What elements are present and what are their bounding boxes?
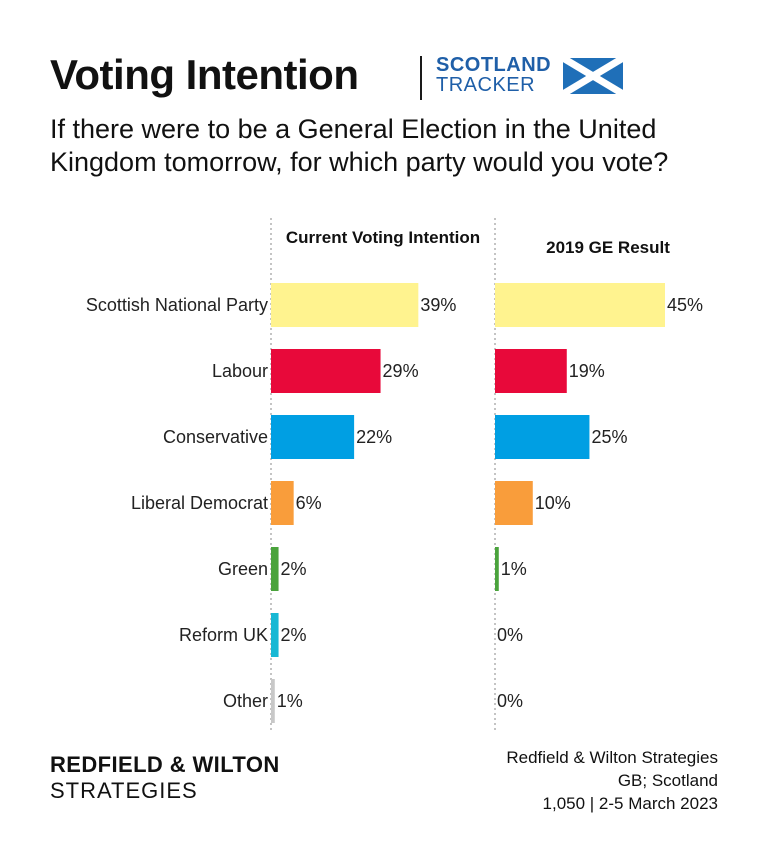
source-line2: GB; Scotland: [617, 771, 718, 790]
bar-s0-1: [271, 349, 381, 393]
data-label-s1-5: 0%: [497, 625, 523, 645]
bar-s1-1: [495, 349, 567, 393]
series-header-2019: 2019 GE Result: [546, 238, 670, 257]
data-label-s1-0: 45%: [667, 295, 703, 315]
tracker-logo: SCOTLAND TRACKER: [436, 55, 551, 95]
title-divider: [420, 56, 422, 100]
category-label: Other: [223, 691, 268, 711]
category-label: Reform UK: [179, 625, 268, 645]
brand-line2: STRATEGIES: [50, 778, 198, 803]
brand-line1: REDFIELD & WILTON: [50, 752, 280, 777]
bar-s0-2: [271, 415, 355, 459]
source-line3: 1,050 | 2-5 March 2023: [542, 794, 718, 813]
source-note: Redfield & Wilton Strategies GB; Scotlan…: [506, 746, 718, 815]
data-label-s0-4: 2%: [281, 559, 307, 579]
bar-s0-6: [271, 679, 275, 723]
bar-s1-0: [495, 283, 665, 327]
data-label-s0-1: 29%: [383, 361, 419, 381]
category-label: Labour: [212, 361, 268, 381]
data-label-s0-3: 6%: [296, 493, 322, 513]
bar-s1-2: [495, 415, 590, 459]
category-label: Conservative: [163, 427, 268, 447]
brand-logo: REDFIELD & WILTON STRATEGIES: [50, 752, 280, 804]
bar-s0-5: [271, 613, 279, 657]
bar-s1-3: [495, 481, 533, 525]
category-label: Green: [218, 559, 268, 579]
data-label-s0-6: 1%: [277, 691, 303, 711]
data-label-s0-2: 22%: [356, 427, 392, 447]
source-line1: Redfield & Wilton Strategies: [506, 748, 718, 767]
data-label-s1-1: 19%: [569, 361, 605, 381]
bar-s1-4: [495, 547, 499, 591]
data-label-s1-6: 0%: [497, 691, 523, 711]
chart-title: Voting Intention: [50, 51, 359, 98]
category-label: Scottish National Party: [86, 295, 268, 315]
tracker-logo-line1: SCOTLAND: [436, 54, 552, 76]
series-header-current: Current Voting Intention: [285, 228, 481, 247]
survey-question: If there were to be a General Election i…: [50, 114, 669, 177]
data-label-s1-3: 10%: [535, 493, 571, 513]
data-label-s0-0: 39%: [420, 295, 456, 315]
data-label-s1-4: 1%: [501, 559, 527, 579]
scotland-flag-icon: [563, 58, 623, 94]
tracker-logo-line2: TRACKER: [436, 74, 536, 96]
data-label-s0-5: 2%: [281, 625, 307, 645]
category-label: Liberal Democrat: [131, 493, 268, 513]
bar-s0-0: [271, 283, 419, 327]
data-label-s1-2: 25%: [591, 427, 627, 447]
bar-s0-4: [271, 547, 279, 591]
bar-s0-3: [271, 481, 294, 525]
